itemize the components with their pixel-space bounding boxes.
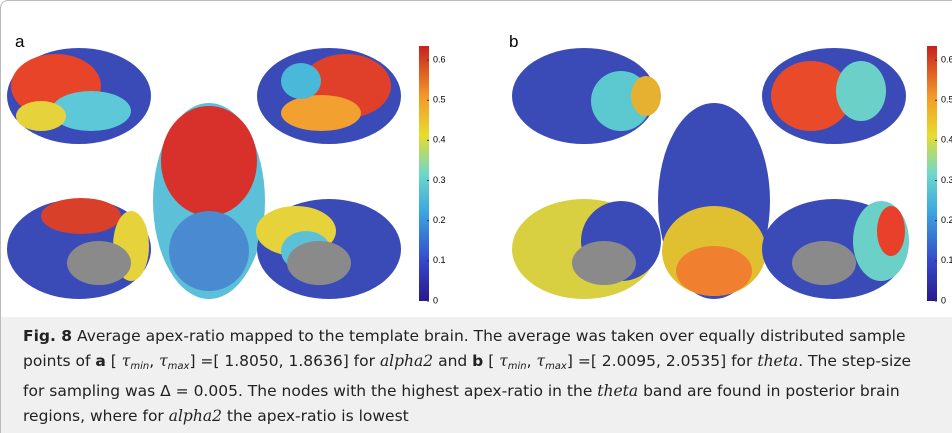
- caption-run: τ: [499, 352, 508, 370]
- caption-run: max: [167, 361, 190, 372]
- panel-label: a: [15, 32, 25, 51]
- caption-run: τ: [159, 352, 168, 370]
- panel-label: b: [509, 32, 518, 51]
- colorbar-tick-label: 0.3: [433, 175, 446, 185]
- colorbar-tick-label: 0.1: [941, 255, 952, 265]
- caption-run: theta: [597, 382, 639, 400]
- colorbar-tick-label: 0.5: [433, 95, 446, 105]
- colorbar-tick-label: 0.6: [433, 54, 446, 64]
- caption-run: alpha2: [379, 352, 434, 370]
- caption-run: max: [545, 361, 567, 372]
- caption-run: [: [483, 352, 500, 370]
- brain-maps: [7, 48, 401, 299]
- caption-run: ] =[ 2.0095, 2.0535] for: [566, 352, 758, 370]
- caption-run: alpha2: [168, 407, 222, 425]
- caption-run: the apex-ratio is lowest: [221, 407, 409, 425]
- caption-run: τ: [121, 352, 131, 370]
- colorbar-tick-label: 0.4: [941, 135, 952, 145]
- caption-run: ] =[ 1.8050, 1.8636] for: [189, 352, 380, 370]
- caption-run: τ: [536, 352, 546, 370]
- caption-run: ,: [526, 352, 537, 370]
- caption-run: b: [472, 352, 484, 370]
- colorbar: [927, 46, 937, 301]
- colorbar-tick-label: 0: [941, 295, 946, 305]
- caption-run: ,: [149, 352, 160, 370]
- caption-run: a: [95, 352, 106, 370]
- caption-run: and: [433, 352, 473, 370]
- caption-run: [: [105, 352, 122, 370]
- colorbar-tick-label: 0.2: [433, 215, 446, 225]
- caption-run: theta: [757, 352, 799, 370]
- brain-maps: [512, 48, 909, 299]
- caption-run: min: [130, 361, 150, 372]
- colorbar-tick-label: 0.1: [433, 255, 446, 265]
- figure-caption: Fig. 8 Average apex-ratio mapped to the …: [1, 317, 952, 433]
- figure-panels: a 0 0.1 0.2 0.3 0.4 0.5 0.6 b 0 0.1 0.2 0.3 0.4 0.5 0.6: [7, 32, 952, 305]
- caption-run: Fig. 8: [23, 327, 73, 345]
- colorbar-tick-label: 0: [433, 295, 438, 305]
- caption-run: Average apex-ratio mapped to the templat…: [23, 327, 906, 370]
- colorbar: [419, 46, 429, 301]
- colorbar-tick-label: 0.5: [941, 95, 952, 105]
- colorbar-tick-label: 0.4: [433, 135, 446, 145]
- colorbar-tick-label: 0.2: [941, 215, 952, 225]
- colorbar-tick-label: 0.6: [941, 54, 952, 64]
- caption-run: band are found in posterior brain region…: [23, 382, 900, 425]
- colorbar-tick-label: 0.3: [941, 175, 952, 185]
- caption-run: . The step-size for sampling was Δ = 0.0…: [23, 352, 911, 400]
- caption-run: min: [507, 361, 527, 372]
